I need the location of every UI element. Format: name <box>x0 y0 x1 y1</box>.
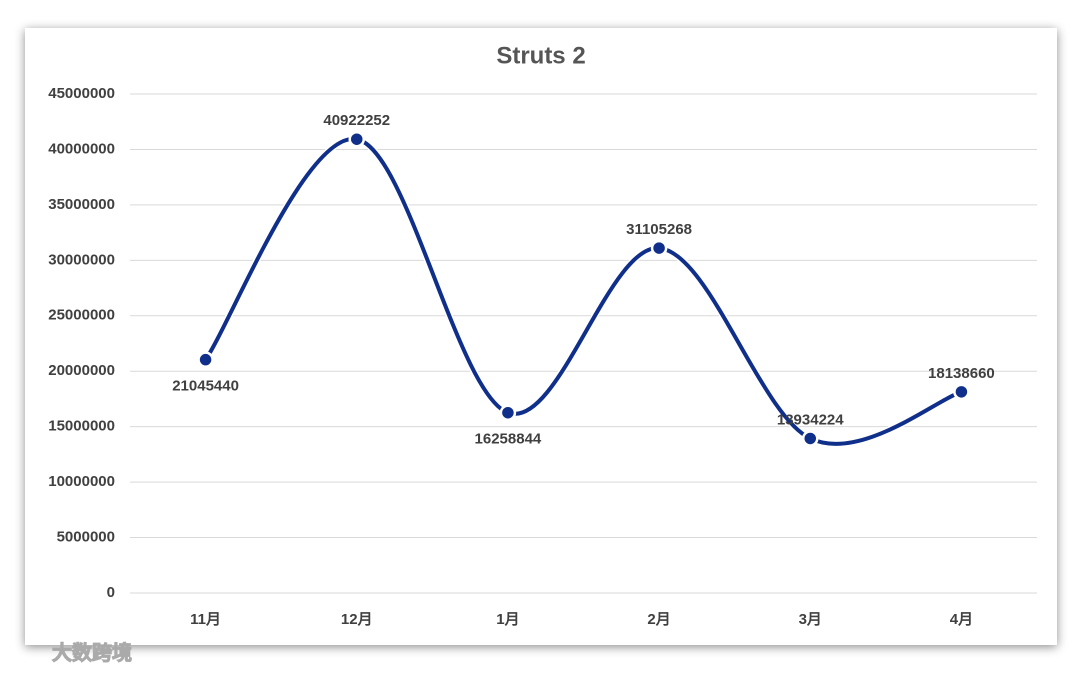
y-tick-label: 30000000 <box>48 251 115 268</box>
chart-title: Struts 2 <box>496 42 585 69</box>
grid: 0 5000000 10000000 15000000 20000000 25000000… <box>48 85 1037 628</box>
plot: 21045440 40922252 16258844 31105268 13934224… <box>172 112 995 447</box>
x-tick-label: 11月 <box>190 611 221 628</box>
y-tick-label: 15000000 <box>48 418 115 435</box>
point <box>348 130 365 148</box>
y-tick-label: 20000000 <box>48 362 115 379</box>
data-label: 21045440 <box>172 378 239 395</box>
watermark: 大数跨境 <box>52 640 132 664</box>
point <box>650 239 668 257</box>
x-tick-label: 2月 <box>647 611 670 628</box>
data-label: 31105268 <box>626 221 692 238</box>
point <box>953 383 970 401</box>
y-tick-label: 35000000 <box>48 196 115 213</box>
y-tick-label: 5000000 <box>57 529 115 546</box>
y-tick-label: 0 <box>107 584 115 601</box>
chart-card <box>25 28 1057 645</box>
point <box>499 404 517 421</box>
point <box>197 351 214 368</box>
x-tick-label: 12月 <box>341 611 373 628</box>
data-label: 13934224 <box>777 411 844 428</box>
y-tick-label: 45000000 <box>48 85 115 102</box>
data-label: 18138660 <box>928 365 995 382</box>
data-label: 16258844 <box>475 431 542 448</box>
point <box>802 430 819 447</box>
data-label: 40922252 <box>323 112 390 129</box>
y-tick-label: 10000000 <box>48 473 115 490</box>
y-tick-label: 25000000 <box>48 307 115 324</box>
x-tick-label: 3月 <box>799 611 822 628</box>
x-tick-label: 1月 <box>496 611 519 628</box>
y-tick-label: 40000000 <box>48 140 115 157</box>
x-tick-label: 4月 <box>950 611 973 628</box>
